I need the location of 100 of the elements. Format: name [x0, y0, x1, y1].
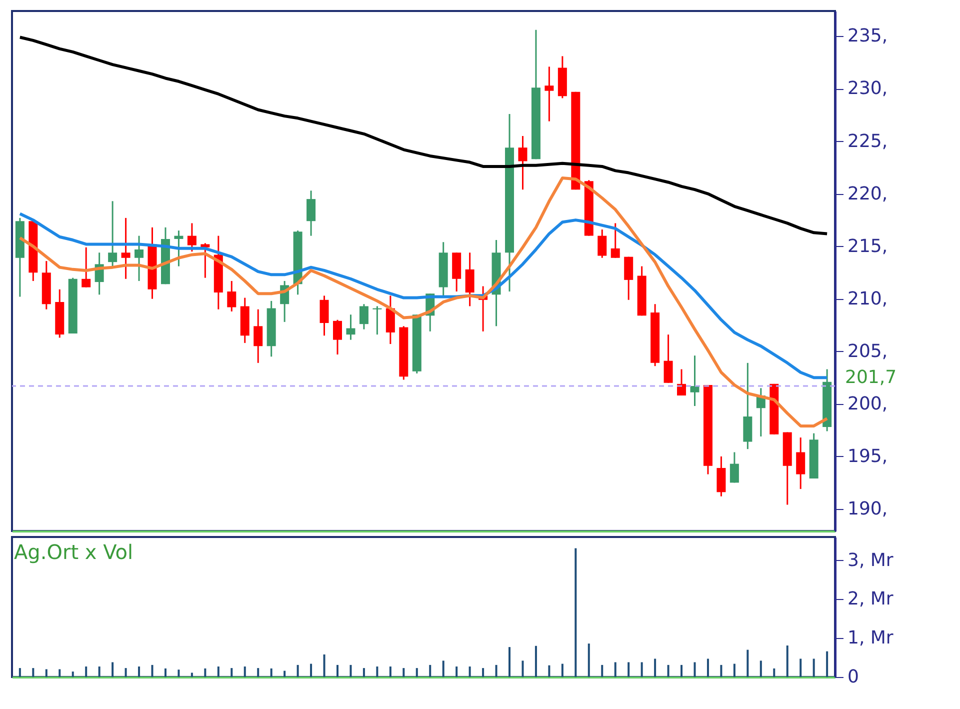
bar: [800, 658, 802, 677]
bar: [706, 658, 709, 677]
bar: [812, 658, 815, 677]
candlestick: [187, 222, 196, 252]
bar: [217, 666, 220, 677]
y-tick-label: 215,: [848, 236, 888, 257]
bar: [72, 672, 74, 677]
candlestick: [346, 314, 356, 341]
bar: [442, 660, 444, 677]
bar: [456, 666, 458, 677]
bar: [402, 668, 405, 677]
bar: [667, 664, 670, 677]
y-tick-label: 210,: [848, 288, 888, 310]
candlestick: [320, 294, 329, 336]
bar: [429, 664, 432, 677]
bar: [654, 658, 656, 677]
bar: [138, 666, 140, 677]
candlestick: [306, 190, 316, 237]
candlestick: [82, 246, 91, 288]
bar: [323, 654, 326, 677]
bar: [588, 644, 590, 677]
bar: [164, 668, 166, 677]
line-series: [18, 36, 829, 236]
candlestick: [332, 319, 342, 356]
bar: [178, 670, 180, 677]
candlestick: [108, 200, 118, 268]
y-tick-label: 0: [848, 666, 859, 688]
bar: [124, 668, 127, 677]
candlestick: [544, 66, 554, 122]
candlestick: [134, 235, 144, 282]
bar: [204, 668, 206, 677]
y-tick-label: 195,: [848, 446, 888, 467]
bar: [18, 668, 21, 677]
y-tick-label: 3, Mr: [848, 550, 894, 571]
bar: [151, 664, 154, 677]
bar: [350, 664, 352, 677]
bar: [257, 668, 260, 677]
bar: [760, 660, 762, 677]
y-tick-label: 205,: [848, 340, 888, 362]
bar: [244, 666, 246, 677]
bar: [786, 646, 788, 677]
bar: [270, 668, 272, 677]
bar: [640, 662, 643, 677]
line-series: [18, 212, 829, 380]
bar: [495, 664, 498, 677]
bar: [574, 548, 577, 677]
bar: [680, 664, 683, 677]
bar: [720, 664, 722, 677]
y-tick-label: 230,: [848, 78, 888, 100]
y-tick-label: 1, Mr: [848, 628, 894, 649]
bar: [45, 669, 48, 677]
bar: [284, 670, 286, 677]
candlestick: [359, 303, 368, 330]
candlestick: [465, 252, 474, 307]
bar: [522, 660, 524, 677]
bar: [733, 664, 736, 677]
bar: [694, 662, 696, 677]
candlestick: [121, 217, 130, 280]
bar: [548, 665, 550, 677]
y-tick-label: 190,: [848, 498, 888, 520]
bar: [508, 647, 511, 677]
bar: [628, 662, 630, 677]
candlestick: [227, 280, 236, 312]
candlestick: [677, 368, 686, 396]
y-tick-label: 225,: [848, 130, 888, 152]
bar: [376, 666, 378, 677]
bar: [230, 668, 233, 677]
y-tick-label: 200,: [848, 393, 888, 414]
y-tick-label: 2, Mr: [848, 588, 894, 610]
y-tick-label: 220,: [848, 183, 888, 204]
bar: [85, 666, 88, 677]
bar: [482, 668, 484, 677]
candlestick: [598, 228, 607, 259]
bar: [601, 664, 604, 677]
candlestick: [610, 222, 620, 259]
bar: [310, 664, 312, 677]
candlestick: [664, 334, 673, 384]
bar: [416, 668, 418, 677]
candlestick: [174, 230, 184, 268]
bar: [58, 669, 61, 677]
candlestick: [624, 256, 634, 301]
bar: [32, 668, 34, 677]
bar: [561, 664, 564, 677]
bar: [746, 650, 749, 677]
candlestick: [200, 242, 210, 279]
bar: [534, 646, 537, 677]
ref-line-label: 201,7: [845, 367, 897, 388]
bar: [190, 672, 193, 677]
candlestick: [372, 305, 382, 336]
chart-title: Ag.Ort x Vol: [14, 540, 134, 564]
bar: [362, 668, 365, 677]
bar: [773, 668, 776, 677]
candlestick: [690, 354, 700, 407]
bar: [296, 664, 299, 677]
y-tick-label: 235,: [848, 26, 888, 47]
candlestick: [254, 308, 263, 364]
bar: [614, 662, 616, 677]
bar: [98, 666, 100, 677]
bar: [826, 651, 828, 677]
bar: [468, 666, 471, 677]
